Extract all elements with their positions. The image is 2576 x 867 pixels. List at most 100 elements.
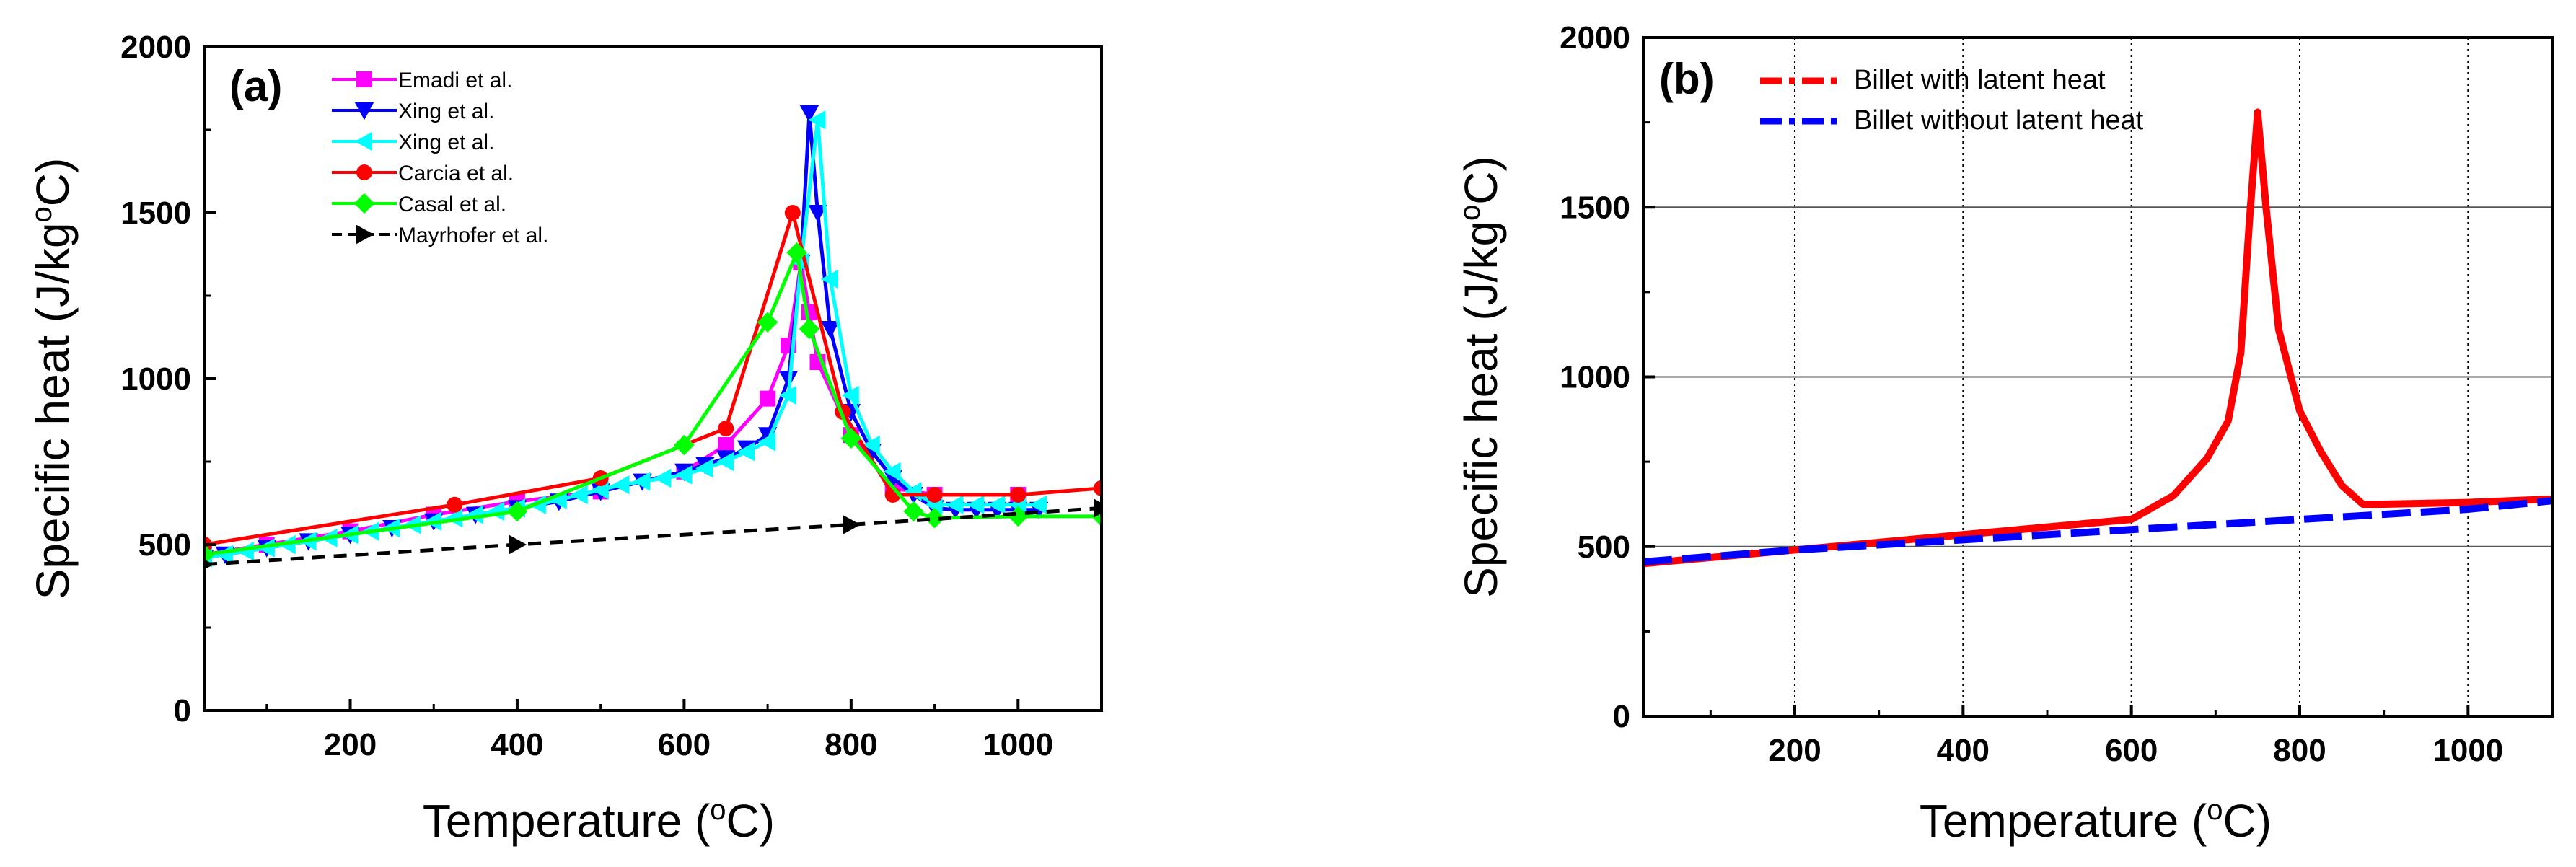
chart-panel-a: 200 400 600 800 1000 0 500 1000 1500 2000 (a) Ema…: [26, 30, 1103, 847]
data-point-xing-et-al: [486, 501, 505, 521]
data-point-xing-et-al: [820, 269, 838, 289]
y-axis-title-main: Specific heat (J/kg: [1455, 221, 1507, 598]
panel-a-x-axis-title: Temperature (oC): [423, 794, 775, 847]
series-line-carcia-et-al: [204, 211, 1102, 547]
panel-b-label: (b): [1659, 55, 1715, 103]
data-point-xing-et-al: [883, 462, 901, 481]
x-tick-label: 1000: [2432, 733, 2503, 768]
y-tick-label: 1000: [1560, 360, 1630, 395]
panel-a-y-axis-title: Specific heat (J/kgoC): [26, 158, 79, 600]
legend-label: Casal et al.: [398, 193, 506, 216]
x-tick-label: 200: [324, 727, 377, 762]
data-point-xing-et-al: [444, 509, 463, 528]
data-point-xing-et-al: [808, 205, 827, 223]
y-tick-label: 1500: [1560, 190, 1630, 225]
x-axis-title-unit: C): [726, 795, 775, 847]
x-axis-title-unit: C): [2223, 795, 2272, 847]
legend-label: Emadi et al.: [398, 69, 512, 92]
panel-a-ticks: 200 400 600 800 1000 0 500 1000 1500 2000: [120, 30, 1053, 762]
x-tick-label: 600: [658, 727, 711, 762]
y-tick-label: 500: [139, 527, 191, 563]
legend-marker-mayrhofer-et-al: [356, 224, 374, 245]
data-point-casal-et-al: [757, 312, 778, 333]
y-axis-title-main: Specific heat (J/kg: [27, 222, 79, 599]
legend-marker-emadi-et-al: [356, 71, 372, 87]
data-point-carcia-et-al: [447, 496, 463, 513]
data-point-xing-et-al: [967, 495, 985, 514]
data-point-xing-et-al: [257, 538, 275, 558]
series-line-billet-without-latent-heat: [1643, 497, 2552, 565]
data-point-mayrhofer-et-al: [843, 515, 861, 534]
series-group: [1643, 108, 2552, 568]
data-point-xing-et-al: [236, 542, 254, 561]
y-axis-title-degree: o: [26, 206, 58, 222]
series-line-emadi-et-al: [204, 260, 1019, 557]
data-point-xing-et-al: [946, 495, 964, 514]
y-axis-title-degree: o: [1454, 205, 1486, 221]
legend-label: Billet with latent heat: [1854, 65, 2106, 95]
data-point-casal-et-al: [506, 501, 528, 522]
x-tick-label: 1000: [983, 727, 1053, 762]
x-axis-title-degree: o: [2207, 794, 2223, 826]
data-point-xing-et-al: [716, 452, 734, 472]
x-tick-label: 800: [2273, 733, 2326, 768]
panel-a-legend: Emadi et al. Xing et al. Xing et al. Carcia…: [332, 69, 548, 247]
x-axis-title-degree: o: [710, 794, 726, 826]
data-point-mayrhofer-et-al: [509, 534, 527, 555]
data-point-carcia-et-al: [1094, 480, 1102, 496]
panel-b-legend: Billet with latent heat Billet without la…: [1760, 65, 2144, 136]
x-axis-title-main: Temperature (: [423, 795, 710, 847]
x-tick-label: 400: [1937, 733, 1990, 768]
data-point-xing-et-al: [862, 435, 880, 455]
data-point-mayrhofer-et-al: [1094, 498, 1102, 518]
data-point-xing-et-al: [841, 385, 859, 405]
data-point-xing-et-al: [820, 321, 840, 339]
data-point-xing-et-al: [633, 472, 651, 491]
panel-b-ticks: 200 400 600 800 1000 0 500 1000 1500 2000: [1560, 20, 2503, 768]
chart-panel-b: 200 400 600 800 1000 0 500 1000 1500 2000 (b) Bil…: [1454, 20, 2554, 847]
data-point-xing-et-al: [695, 459, 713, 478]
data-point-xing-et-al: [808, 110, 826, 130]
data-point-casal-et-al: [786, 242, 807, 263]
y-axis-title-unit: C): [1455, 156, 1507, 205]
data-point-casal-et-al: [903, 501, 924, 522]
panel-a-label: (a): [229, 62, 282, 110]
legend-marker-casal-et-al: [353, 193, 375, 214]
data-point-xing-et-al: [674, 465, 693, 485]
data-point-xing-et-al: [737, 442, 755, 462]
y-tick-label: 500: [1578, 529, 1630, 565]
legend-marker-xing-et-al: [354, 131, 372, 151]
panel-a-axes-frame: [203, 45, 1103, 712]
data-point-carcia-et-al: [1010, 487, 1027, 503]
data-point-casal-et-al: [674, 434, 695, 456]
data-point-casal-et-al: [799, 318, 820, 340]
data-point-xing-et-al: [570, 485, 588, 505]
data-point-xing-et-al: [1029, 495, 1047, 514]
y-tick-label: 0: [174, 693, 191, 729]
data-point-xing-et-al: [988, 495, 1006, 514]
data-point-mayrhofer-et-al: [204, 559, 214, 570]
data-point-xing-et-al: [612, 475, 630, 495]
data-point-emadi-et-al: [718, 437, 734, 453]
data-point-casal-et-al: [1007, 506, 1029, 527]
legend-label: Billet without latent heat: [1854, 105, 2144, 136]
data-point-xing-et-al: [465, 505, 484, 524]
x-tick-label: 600: [2105, 733, 2158, 768]
y-tick-label: 1500: [120, 195, 191, 231]
panel-b-x-axis-title: Temperature (oC): [1920, 794, 2272, 847]
y-tick-label: 1000: [120, 361, 191, 397]
data-point-carcia-et-al: [784, 205, 801, 221]
data-point-xing-et-al: [654, 468, 672, 488]
data-point-casal-et-al: [924, 507, 945, 529]
series-group: [204, 105, 1102, 570]
legend-label: Xing et al.: [398, 100, 494, 123]
panel-a-plot-layer: [204, 105, 1102, 570]
data-point-xing-et-al: [778, 385, 797, 405]
panel-b-y-axis-title: Specific heat (J/kgoC): [1454, 156, 1507, 598]
data-point-xing-et-al: [799, 105, 819, 123]
y-tick-label: 2000: [120, 30, 191, 65]
panel-b-plot-layer: [1643, 108, 2552, 568]
data-point-carcia-et-al: [718, 421, 734, 436]
series-line-billet-with-latent-heat: [1643, 108, 2552, 568]
